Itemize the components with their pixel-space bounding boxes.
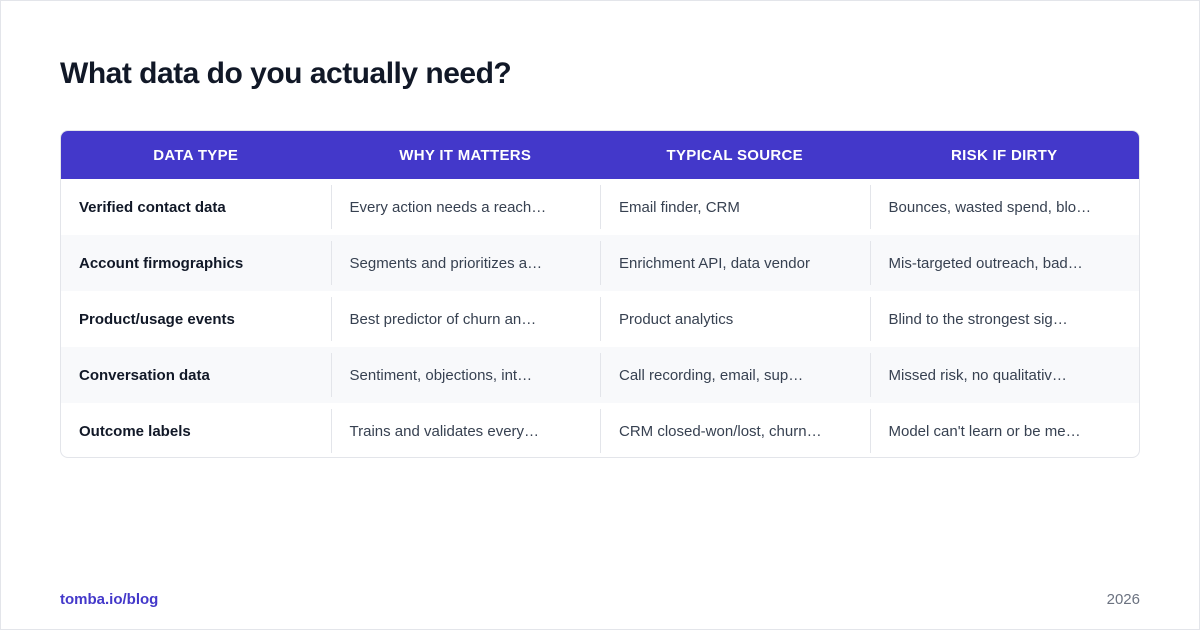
column-header-data-type: DATA TYPE [153, 146, 239, 164]
cell-data-type: Product/usage events [79, 310, 235, 328]
cell-why-it-matters: Best predictor of churn an… [330, 297, 601, 341]
cell-typical-source: Email finder, CRM [600, 185, 870, 229]
cell-data-type: Account firmographics [79, 254, 244, 272]
cell-risk-if-dirty: Bounces, wasted spend, blo… [869, 185, 1140, 229]
table-row: Outcome labels Trains and validates ever… [61, 403, 1140, 457]
table-row: Product/usage events Best predictor of c… [61, 291, 1139, 347]
table-header: DATA TYPE WHY IT MATTERS TYPICAL SOURCE … [61, 131, 1139, 179]
cell-risk-if-dirty: Blind to the strongest sig… [869, 297, 1140, 341]
cell-data-type: Outcome labels [79, 422, 191, 440]
cell-risk-if-dirty: Missed risk, no qualitativ… [869, 353, 1140, 397]
cell-risk-if-dirty: Model can't learn or be me… [869, 409, 1140, 453]
cell-why-it-matters: Sentiment, objections, int… [330, 353, 601, 397]
blog-link[interactable]: tomba.io/blog [60, 591, 159, 608]
column-header-typical-source: TYPICAL SOURCE [666, 146, 803, 164]
cell-typical-source: CRM closed-won/lost, churn… [600, 409, 870, 453]
cell-why-it-matters: Trains and validates every… [330, 409, 601, 453]
cell-typical-source: Call recording, email, sup… [600, 353, 870, 397]
table-row: Account firmographics Segments and prior… [61, 235, 1139, 291]
table-row: Verified contact data Every action needs… [61, 179, 1139, 235]
cell-why-it-matters: Segments and prioritizes a… [330, 241, 601, 285]
cell-why-it-matters: Every action needs a reach… [330, 185, 601, 229]
footer-year: 2026 [1106, 591, 1140, 608]
cell-data-type: Verified contact data [79, 198, 226, 216]
cell-typical-source: Product analytics [600, 297, 870, 341]
table-row: Conversation data Sentiment, objections,… [61, 347, 1139, 403]
column-header-why-it-matters: WHY IT MATTERS [399, 146, 532, 164]
data-table: DATA TYPE WHY IT MATTERS TYPICAL SOURCE … [60, 130, 1140, 458]
page-title: What data do you actually need? [60, 57, 512, 90]
cell-typical-source: Enrichment API, data vendor [600, 241, 870, 285]
cell-risk-if-dirty: Mis-targeted outreach, bad… [869, 241, 1140, 285]
cell-data-type: Conversation data [79, 366, 210, 384]
column-header-risk-if-dirty: RISK IF DIRTY [951, 146, 1058, 164]
